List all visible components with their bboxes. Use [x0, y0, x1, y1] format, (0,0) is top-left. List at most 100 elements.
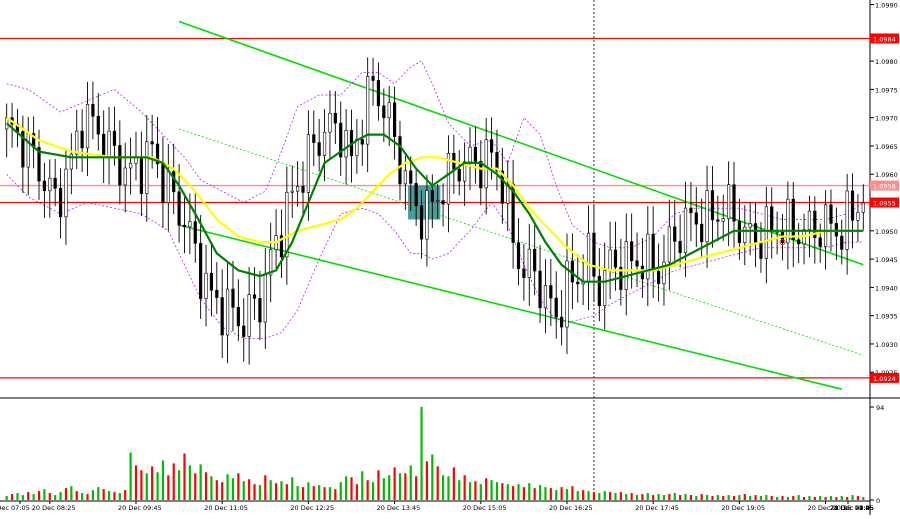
candle-body [549, 285, 553, 299]
time-tick-label: 21 Dec 00:25 [830, 504, 874, 512]
candle-body [225, 288, 230, 336]
candle-body [26, 133, 30, 168]
candle-body [576, 281, 580, 285]
candle-body [737, 220, 741, 243]
candle-body [279, 235, 284, 258]
candle-body [161, 163, 165, 204]
candle-body [732, 184, 736, 222]
time-tick-label: 20 Dec 23:05 [830, 504, 874, 512]
candle-body [457, 168, 461, 182]
price-tick-label: 1.0990 [875, 2, 898, 10]
candle-body [436, 200, 440, 202]
price-tick-label: 1.0965 [875, 143, 898, 151]
candle-body [204, 272, 208, 299]
candle-body [333, 112, 337, 124]
candle-body [727, 184, 731, 219]
candle-body [182, 224, 187, 228]
level-label: 1.0984 [873, 35, 896, 43]
candle-body [554, 297, 558, 318]
candle-body [188, 221, 192, 228]
candle-body [371, 76, 375, 81]
candle-body [533, 248, 537, 272]
time-tick-label: 20 Dec 09:45 [118, 504, 162, 512]
candle-body [252, 294, 257, 299]
candle-body [694, 212, 698, 225]
candle-body [441, 200, 445, 205]
candle-body [770, 206, 774, 231]
candle-body [565, 260, 569, 328]
candle-body [42, 180, 47, 192]
candle-body [91, 104, 95, 117]
candle-body [296, 185, 300, 192]
time-tick-label: 20 Dec 16:25 [549, 504, 593, 512]
candle-body [845, 190, 849, 250]
time-tick-label: 21 Dec 04:25 [830, 504, 874, 512]
candle-body [75, 130, 79, 155]
time-tick-label: 21 Dec 05:45 [830, 504, 874, 512]
candle-body [543, 285, 548, 309]
price-tick-label: 1.0980 [875, 58, 898, 66]
candle-body [689, 207, 693, 214]
time-tick-label: 20 Dec 13:45 [377, 504, 421, 512]
candle-body [301, 185, 305, 193]
candle-body [586, 232, 591, 283]
highlight-box [408, 185, 441, 220]
candle-body [861, 202, 865, 213]
candle-body [495, 151, 499, 172]
time-tick-label: 21 Dec 01:45 [830, 504, 874, 512]
candle-body [624, 241, 628, 290]
candle-body [96, 115, 100, 135]
ma-slow-line [6, 116, 864, 272]
candle-body [446, 153, 451, 205]
candle-body [231, 288, 235, 308]
candle-body [312, 134, 316, 143]
channel-line-lower [178, 224, 842, 390]
candle-body [177, 191, 181, 226]
candle-body [123, 167, 127, 186]
candle-body [468, 146, 472, 163]
candle-body [651, 233, 655, 272]
candle-body [112, 130, 117, 146]
candle-body [53, 177, 57, 189]
candle-body [258, 298, 262, 323]
price-tick-label: 1.0975 [875, 86, 898, 94]
candle-body [107, 130, 111, 158]
candle-body [538, 270, 542, 309]
candle-body [306, 134, 310, 193]
bollinger-upper [6, 60, 864, 249]
candle-body [220, 297, 224, 336]
time-tick-label: 20 Dec 17:45 [635, 504, 679, 512]
candle-body [339, 122, 343, 158]
level-label-box [870, 33, 899, 44]
candle-body [409, 170, 413, 184]
candle-body [813, 210, 817, 239]
candle-body [656, 270, 661, 284]
time-tick-label: 21 Dec 07:05 [830, 504, 874, 512]
candle-body [484, 139, 488, 189]
candle-body [823, 204, 828, 247]
candle-body [430, 190, 434, 202]
candle-body [522, 268, 526, 279]
candle-body [199, 242, 203, 299]
price-tick-label: 1.0935 [875, 313, 898, 321]
candle-body [102, 133, 106, 158]
candle-body [700, 223, 704, 243]
level-label: 1.0958 [873, 183, 896, 191]
candle-body [807, 210, 812, 230]
candle-body [856, 211, 860, 221]
candle-body [155, 143, 160, 165]
candle-body [139, 157, 143, 194]
candle-body [592, 232, 596, 277]
candle-body [527, 248, 531, 279]
candle-body [285, 191, 289, 258]
ma-fast-line [5, 122, 864, 283]
candle-body [269, 249, 273, 276]
level-label-box [870, 197, 899, 208]
candle-body [419, 205, 424, 240]
time-tick-label: 20 Dec 19:05 [721, 504, 765, 512]
candle-body [247, 294, 251, 337]
price-tick-label: 1.0945 [875, 256, 898, 264]
candle-body [753, 223, 758, 243]
candle-body [290, 190, 294, 193]
candle-body [829, 204, 833, 224]
